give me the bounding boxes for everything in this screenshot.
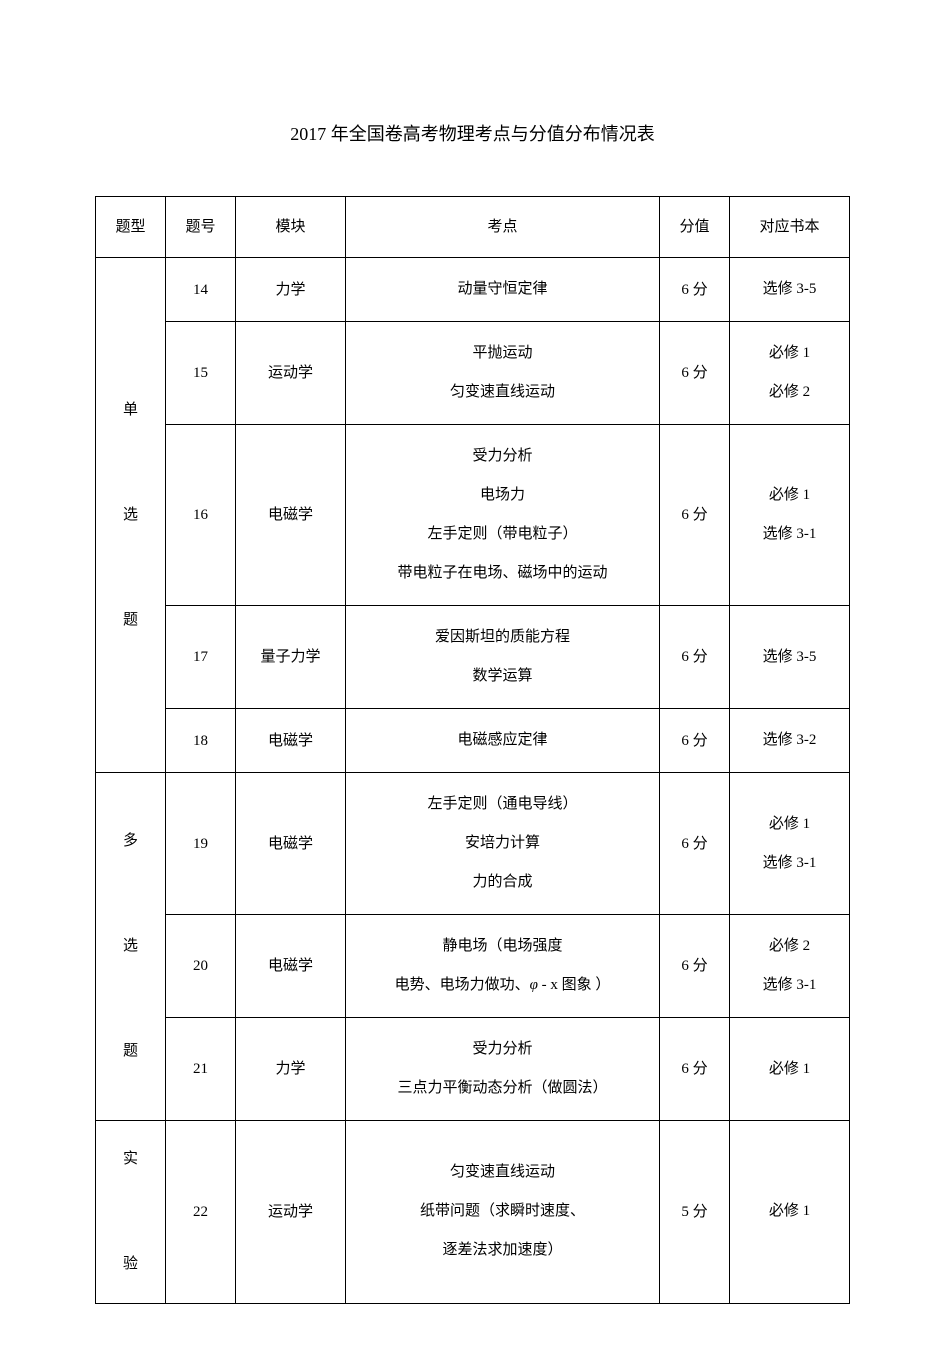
book-cell: 必修 2选修 3-1 (730, 915, 850, 1018)
module-cell: 运动学 (236, 322, 346, 425)
num-cell: 21 (166, 1018, 236, 1121)
num-cell: 17 (166, 606, 236, 709)
num-cell: 22 (166, 1121, 236, 1304)
type-cell: 实验 (96, 1121, 166, 1304)
table-row: 18电磁学电磁感应定律6 分选修 3-2 (96, 709, 850, 773)
book-cell: 必修 1 (730, 1121, 850, 1304)
type-cell: 多选题 (96, 773, 166, 1121)
table-row: 21力学受力分析三点力平衡动态分析（做圆法）6 分必修 1 (96, 1018, 850, 1121)
book-cell: 必修 1选修 3-1 (730, 773, 850, 915)
table-header-row: 题型 题号 模块 考点 分值 对应书本 (96, 197, 850, 258)
score-cell: 6 分 (660, 606, 730, 709)
num-cell: 20 (166, 915, 236, 1018)
topic-cell: 受力分析电场力左手定则（带电粒子）带电粒子在电场、磁场中的运动 (346, 425, 660, 606)
score-cell: 6 分 (660, 709, 730, 773)
score-cell: 6 分 (660, 915, 730, 1018)
header-module: 模块 (236, 197, 346, 258)
score-cell: 6 分 (660, 322, 730, 425)
score-cell: 6 分 (660, 258, 730, 322)
book-cell: 选修 3-5 (730, 258, 850, 322)
header-num: 题号 (166, 197, 236, 258)
table-row: 17量子力学爱因斯坦的质能方程数学运算6 分选修 3-5 (96, 606, 850, 709)
num-cell: 15 (166, 322, 236, 425)
book-cell: 必修 1必修 2 (730, 322, 850, 425)
score-cell: 6 分 (660, 1018, 730, 1121)
score-cell: 6 分 (660, 773, 730, 915)
num-cell: 18 (166, 709, 236, 773)
header-type: 题型 (96, 197, 166, 258)
book-cell: 选修 3-2 (730, 709, 850, 773)
topic-cell: 平抛运动匀变速直线运动 (346, 322, 660, 425)
module-cell: 力学 (236, 258, 346, 322)
module-cell: 运动学 (236, 1121, 346, 1304)
module-cell: 电磁学 (236, 915, 346, 1018)
table-row: 实验22运动学匀变速直线运动纸带问题（求瞬时速度、逐差法求加速度）5 分必修 1 (96, 1121, 850, 1304)
num-cell: 14 (166, 258, 236, 322)
num-cell: 19 (166, 773, 236, 915)
table-row: 多选题19电磁学左手定则（通电导线）安培力计算力的合成6 分必修 1选修 3-1 (96, 773, 850, 915)
topic-cell: 电磁感应定律 (346, 709, 660, 773)
module-cell: 量子力学 (236, 606, 346, 709)
topic-cell: 爱因斯坦的质能方程数学运算 (346, 606, 660, 709)
table-row: 单选题14力学动量守恒定律6 分选修 3-5 (96, 258, 850, 322)
exam-table: 题型 题号 模块 考点 分值 对应书本 单选题14力学动量守恒定律6 分选修 3… (95, 196, 850, 1304)
topic-cell: 匀变速直线运动纸带问题（求瞬时速度、逐差法求加速度） (346, 1121, 660, 1304)
num-cell: 16 (166, 425, 236, 606)
module-cell: 电磁学 (236, 425, 346, 606)
type-cell: 单选题 (96, 258, 166, 773)
score-cell: 6 分 (660, 425, 730, 606)
module-cell: 力学 (236, 1018, 346, 1121)
topic-cell: 静电场（电场强度电势、电场力做功、φ - x 图象 ） (346, 915, 660, 1018)
topic-cell: 左手定则（通电导线）安培力计算力的合成 (346, 773, 660, 915)
book-cell: 必修 1选修 3-1 (730, 425, 850, 606)
score-cell: 5 分 (660, 1121, 730, 1304)
book-cell: 必修 1 (730, 1018, 850, 1121)
header-book: 对应书本 (730, 197, 850, 258)
book-cell: 选修 3-5 (730, 606, 850, 709)
table-row: 15运动学平抛运动匀变速直线运动6 分必修 1必修 2 (96, 322, 850, 425)
table-body: 单选题14力学动量守恒定律6 分选修 3-515运动学平抛运动匀变速直线运动6 … (96, 258, 850, 1304)
module-cell: 电磁学 (236, 709, 346, 773)
page-title: 2017 年全国卷高考物理考点与分值分布情况表 (95, 120, 850, 146)
header-score: 分值 (660, 197, 730, 258)
topic-cell: 动量守恒定律 (346, 258, 660, 322)
table-row: 16电磁学受力分析电场力左手定则（带电粒子）带电粒子在电场、磁场中的运动6 分必… (96, 425, 850, 606)
module-cell: 电磁学 (236, 773, 346, 915)
topic-cell: 受力分析三点力平衡动态分析（做圆法） (346, 1018, 660, 1121)
table-row: 20电磁学静电场（电场强度电势、电场力做功、φ - x 图象 ）6 分必修 2选… (96, 915, 850, 1018)
header-topic: 考点 (346, 197, 660, 258)
